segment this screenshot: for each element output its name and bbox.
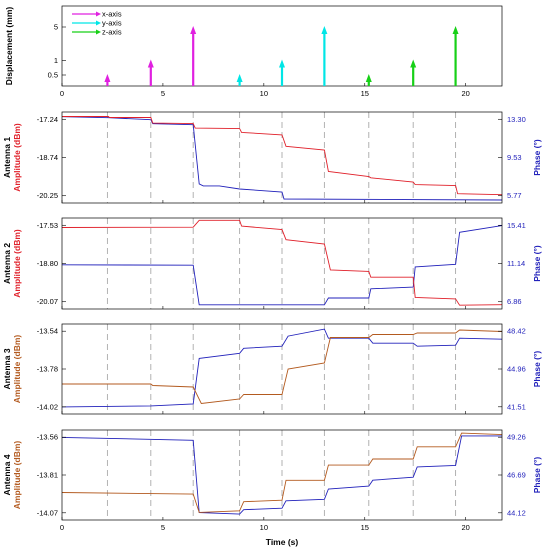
displacement-xtick-label: 0 xyxy=(60,89,64,98)
amplitude-tick-label: -18.74 xyxy=(37,153,58,162)
displacement-arrow-head xyxy=(104,74,111,82)
phase-line xyxy=(61,328,503,408)
displacement-xtick-label: 15 xyxy=(361,89,369,98)
phase-tick-label: 49.26 xyxy=(507,433,526,442)
antenna-panel-1: -17.24 -18.74 -20.25 13.30 9.53 5.77 Antenna 1… xyxy=(2,111,542,204)
amplitude-tick-label: -13.78 xyxy=(37,365,58,374)
displacement-arrow-head xyxy=(279,59,285,68)
antenna-label: Antenna 4 xyxy=(2,454,12,495)
displacement-bars xyxy=(104,26,459,86)
amplitude-tick-label: -17.24 xyxy=(37,115,58,124)
amplitude-axis-label: Amplitude (dBm) xyxy=(12,335,22,404)
phase-tick-label: 6.86 xyxy=(507,297,522,306)
displacement-arrow-head xyxy=(190,26,197,34)
displacement-xtick-label: 5 xyxy=(161,89,165,98)
legend-label: z-axis xyxy=(102,28,122,37)
phase-tick-label: 44.12 xyxy=(507,508,526,517)
x-tick-label: 20 xyxy=(461,523,469,532)
x-tick-label: 0 xyxy=(60,523,64,532)
phase-axis-label: Phase (°) xyxy=(532,139,542,176)
legend-label: x-axis xyxy=(102,10,122,19)
legend-arrow xyxy=(96,20,101,26)
phase-axis-label: Phase (°) xyxy=(532,351,542,388)
antenna-panels: -17.24 -18.74 -20.25 13.30 9.53 5.77 Antenna 1… xyxy=(2,111,542,532)
displacement-ytick-label: 5 xyxy=(54,23,58,32)
displacement-yticks: 0.5 1 5 xyxy=(48,23,66,80)
displacement-arrow-head xyxy=(236,74,243,82)
phase-tick-label: 11.14 xyxy=(507,259,525,268)
displacement-panel: 0.515 0 5 10 15 20 Displacement (mm) x-axisy… xyxy=(4,5,503,98)
phase-tick-label: 5.77 xyxy=(507,191,522,200)
amplitude-tick-label: -20.07 xyxy=(37,297,58,306)
phase-axis-label: Phase (°) xyxy=(532,457,542,494)
phase-tick-label: 46.69 xyxy=(507,471,526,480)
displacement-arrow-head xyxy=(365,74,372,82)
amplitude-axis-label: Amplitude (dBm) xyxy=(12,441,22,510)
x-tick-label: 10 xyxy=(260,523,268,532)
antenna-label: Antenna 3 xyxy=(2,348,12,389)
displacement-ytick-label: 1 xyxy=(54,56,58,65)
amplitude-tick-label: -13.54 xyxy=(37,327,58,336)
amplitude-line xyxy=(61,432,503,513)
amplitude-tick-label: -17.53 xyxy=(37,221,58,230)
amplitude-tick-label: -20.25 xyxy=(37,191,58,200)
displacement-xtick-label: 20 xyxy=(461,89,469,98)
antenna-panel-2: -17.53 -18.80 -20.07 15.41 11.14 6.86 Antenna … xyxy=(2,217,542,310)
amplitude-tick-label: -18.80 xyxy=(37,259,58,268)
legend-arrow xyxy=(96,11,101,17)
phase-tick-label: 44.96 xyxy=(507,365,526,374)
phase-tick-label: 9.53 xyxy=(507,153,522,162)
phase-line xyxy=(61,435,502,515)
phase-axis-label: Phase (°) xyxy=(532,245,542,282)
x-tick-label: 5 xyxy=(161,523,165,532)
antenna-label: Antenna 2 xyxy=(2,243,12,284)
displacement-arrow-head xyxy=(410,59,417,68)
displacement-xticks: 0 5 10 15 20 xyxy=(60,83,470,98)
amplitude-axis-label: Amplitude (dBm) xyxy=(12,229,22,298)
phase-line xyxy=(61,116,503,201)
amplitude-tick-label: -13.81 xyxy=(37,471,58,480)
phase-tick-label: 41.51 xyxy=(507,402,526,411)
displacement-xtick-label: 10 xyxy=(260,89,268,98)
antenna-panel-4: -13.56 -13.81 -14.07 49.26 46.69 44.12 0 5 10 15 2… xyxy=(2,429,542,532)
phase-tick-label: 48.42 xyxy=(507,327,526,336)
amplitude-line xyxy=(62,116,503,196)
amplitude-tick-label: -14.07 xyxy=(37,508,58,517)
phase-line xyxy=(61,225,503,306)
amplitude-line xyxy=(61,219,503,306)
legend-label: y-axis xyxy=(102,19,122,28)
phase-tick-label: 13.30 xyxy=(507,115,526,124)
displacement-arrow-head xyxy=(452,26,459,34)
x-tick-label: 15 xyxy=(361,523,369,532)
displacement-ylabel: Displacement (mm) xyxy=(4,7,14,86)
phase-tick-label: 15.41 xyxy=(507,221,526,230)
amplitude-tick-label: -13.56 xyxy=(37,433,58,442)
amplitude-tick-label: -14.02 xyxy=(37,402,58,411)
antenna-panel-3: -13.54 -13.78 -14.02 48.42 44.96 41.51 Antenna… xyxy=(2,323,542,415)
legend-arrow xyxy=(96,29,101,35)
displacement-arrow-head xyxy=(321,26,328,34)
displacement-arrow-head xyxy=(147,59,154,68)
antenna-label: Antenna 1 xyxy=(2,137,12,178)
amplitude-line xyxy=(62,329,503,404)
x-axis-label: Time (s) xyxy=(266,537,299,547)
displacement-ytick-label: 0.5 xyxy=(48,71,58,80)
amplitude-axis-label: Amplitude (dBm) xyxy=(12,123,22,192)
